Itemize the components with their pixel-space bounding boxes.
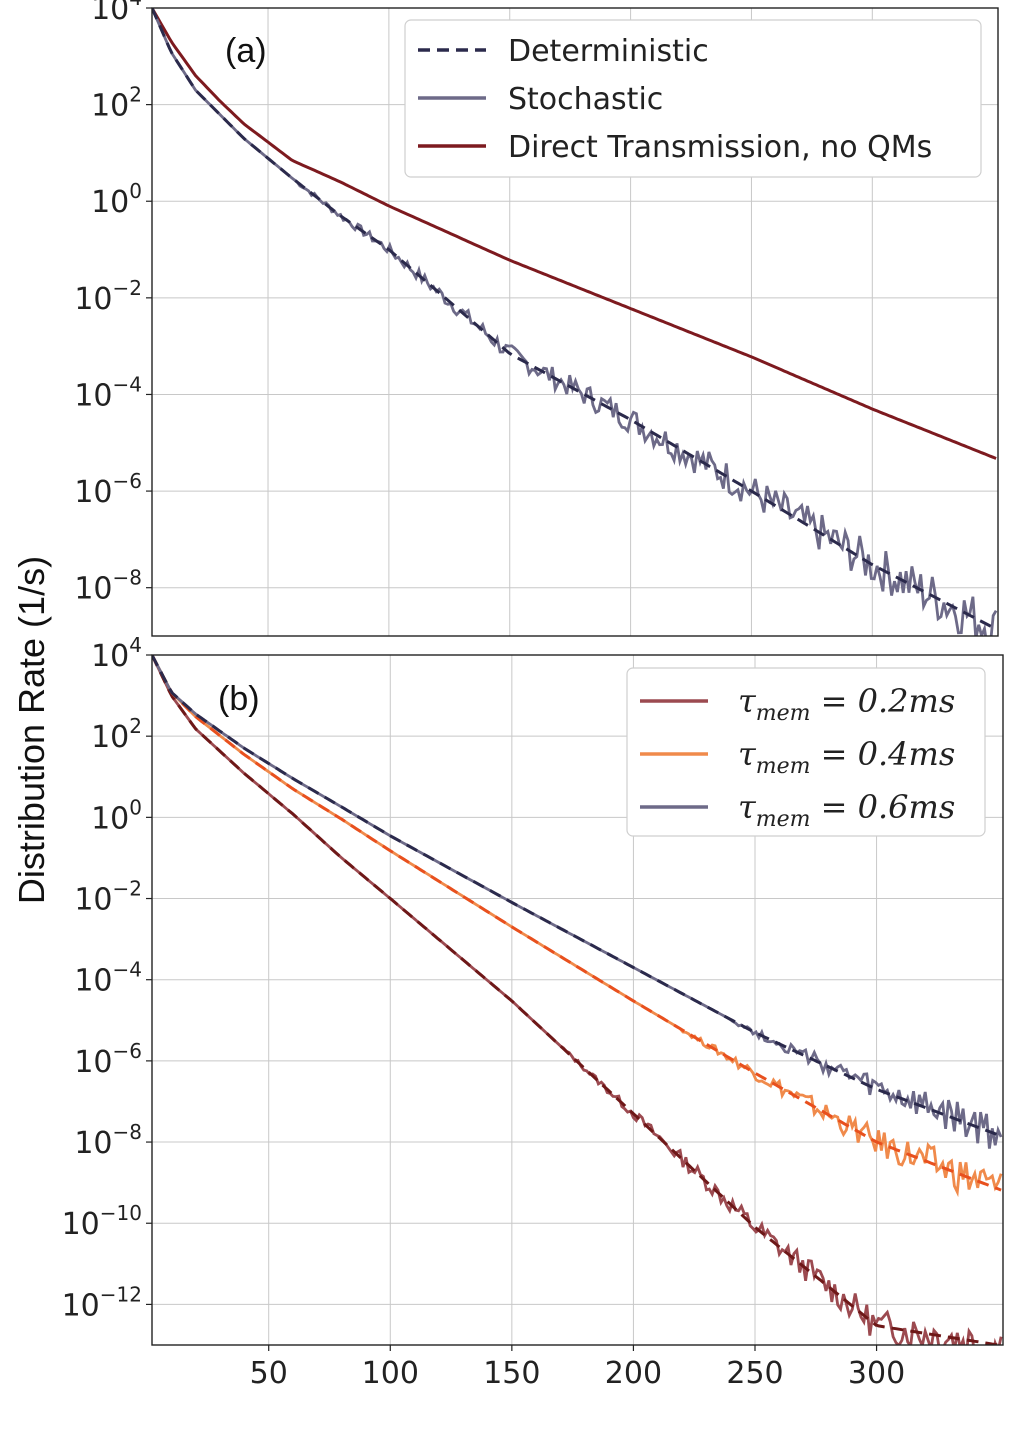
x-tick-label: 100 — [362, 1356, 419, 1391]
y-tick-label: 102 — [91, 83, 142, 124]
y-tick-label: 10−6 — [74, 469, 142, 510]
axes-frame — [151, 7, 999, 637]
legend-label: τmem = 0.4ms — [738, 735, 955, 779]
y-tick-label: 10−4 — [74, 958, 142, 999]
y-tick-label: 10−2 — [74, 877, 142, 918]
y-tick-label: 104 — [91, 633, 142, 674]
legend-label: Direct Transmission, no QMs — [508, 130, 932, 165]
series-line-deterministic — [152, 8, 997, 631]
series-line-deterministic-1 — [152, 655, 1002, 1345]
y-axis-label: Distribution Rate (1/s) — [11, 556, 52, 904]
series-line-direct-transmission — [152, 8, 997, 460]
panel-label: (b) — [218, 680, 260, 718]
y-tick-label: 10−8 — [74, 566, 142, 607]
legend-label: Stochastic — [508, 82, 663, 117]
panel-label: (a) — [225, 32, 267, 70]
x-tick-label: 250 — [726, 1356, 783, 1391]
x-tick-label: 300 — [848, 1356, 905, 1391]
series-line-deterministic-2 — [152, 655, 1002, 1192]
axes-frame — [151, 654, 1004, 1346]
y-tick-label: 10−8 — [74, 1120, 142, 1161]
y-tick-label: 10−10 — [62, 1201, 142, 1242]
legend-label: τmem = 0.2ms — [738, 682, 955, 726]
y-tick-label: 102 — [91, 714, 142, 755]
x-tick-label: 50 — [250, 1356, 288, 1391]
legend-label: τmem = 0.6ms — [738, 788, 955, 832]
y-tick-label: 10−12 — [62, 1282, 142, 1323]
legend: Deterministic Stochastic Direct Transmissi… — [404, 19, 982, 178]
series-line-stochastic — [152, 8, 998, 636]
panel-b: 104 102 100 10−2 10−4 10−6 10−8 10−10 10−12 (b) τm… — [62, 633, 1004, 1346]
x-axis: 50 100 150 200 250 300 — [250, 1345, 905, 1391]
x-tick-label: 200 — [605, 1356, 662, 1391]
legend: τmem = 0.2ms τmem = 0.4ms τmem = 0.6ms — [626, 667, 986, 837]
y-tick-label: 10−2 — [74, 276, 142, 317]
y-tick-label: 100 — [91, 179, 142, 220]
panel-a: 104 102 100 10−2 10−4 10−6 10−8 (a) Deterministi… — [74, 0, 999, 637]
y-tick-label: 100 — [91, 795, 142, 836]
series-line-deterministic-3 — [152, 655, 1002, 1138]
y-tick-label: 104 — [91, 0, 142, 27]
legend-label: Deterministic — [508, 34, 709, 69]
x-tick-label: 150 — [483, 1356, 540, 1391]
y-tick-label: 10−4 — [74, 372, 142, 413]
y-tick-label: 10−6 — [74, 1039, 142, 1080]
